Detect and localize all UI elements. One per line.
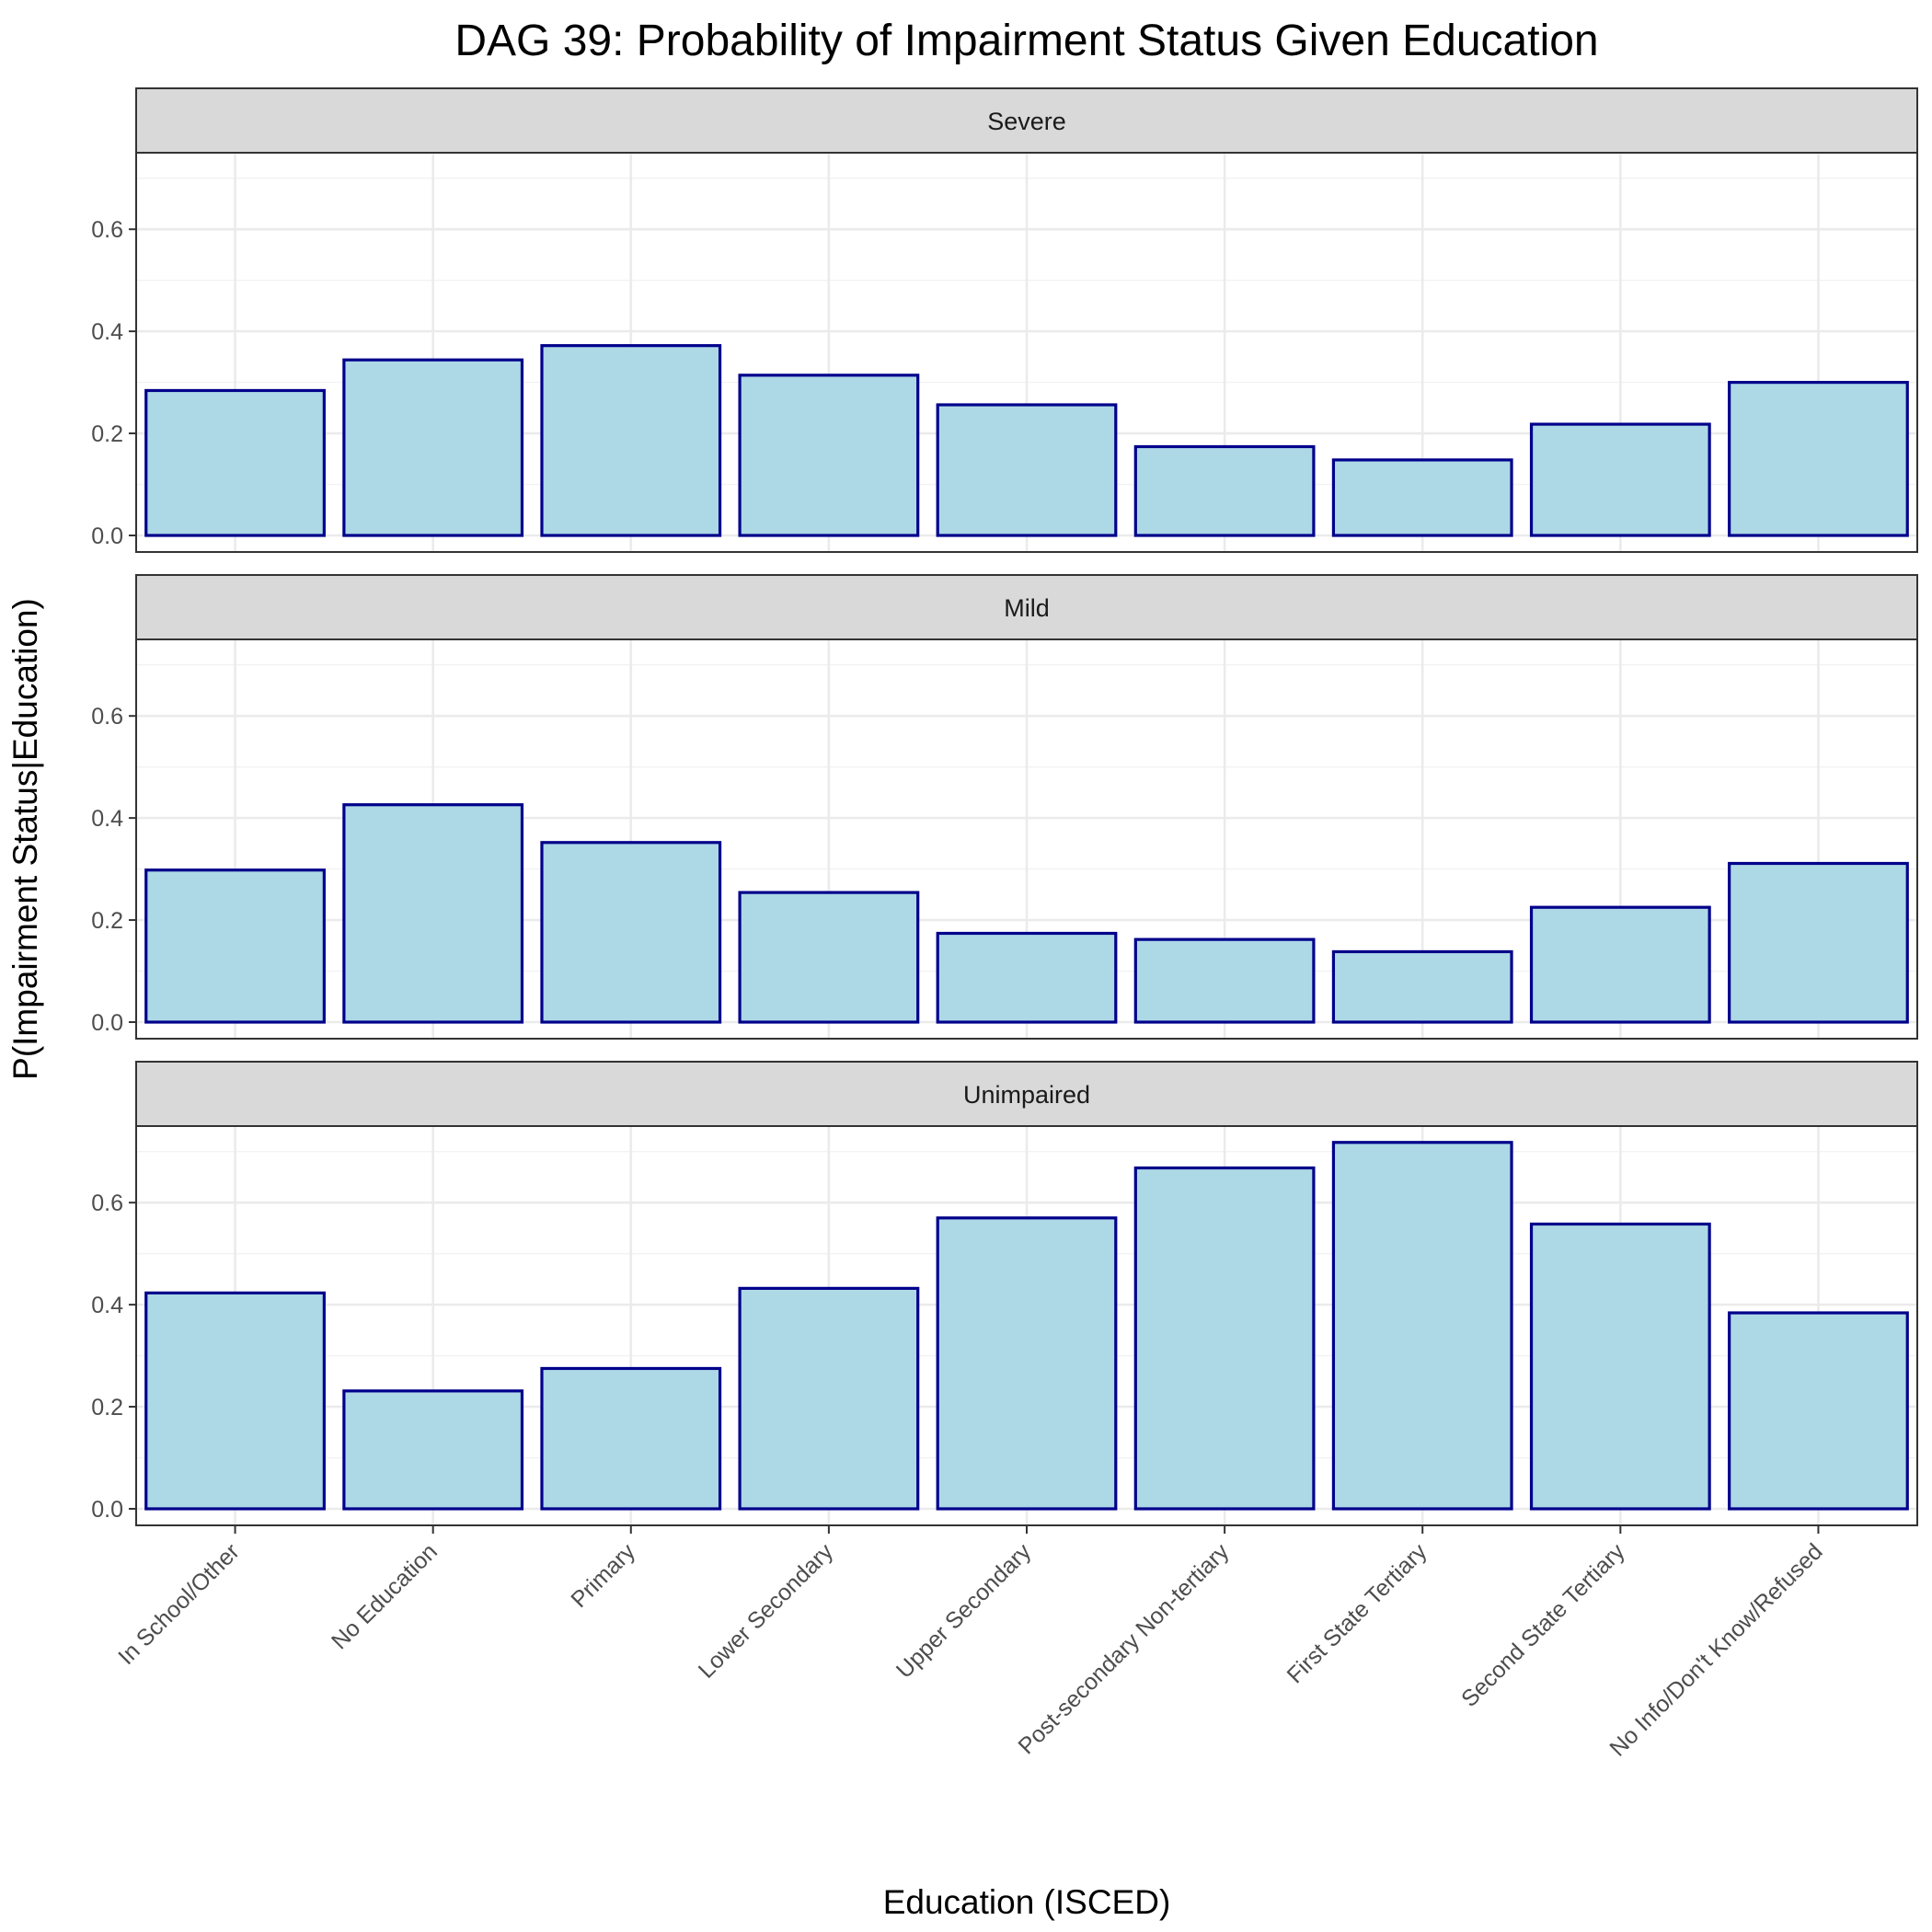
bar-severe-0	[144, 388, 326, 537]
x-tick-label: First State Tertiary	[1282, 1538, 1432, 1688]
y-tick-label: 0.2	[91, 908, 123, 934]
panel-severe: 0.0 0.2 0.4 0.6 Severe	[91, 87, 1918, 553]
bar-mild-8	[1728, 861, 1909, 1024]
panels-layer: 0.0 0.2 0.4 0.6 Severe 0.0 0.2 0.4 0.6 Mild 0.0 0.2…	[91, 87, 1918, 1526]
bar-severe-5	[1133, 444, 1316, 537]
y-tick-label: 0.0	[91, 523, 123, 549]
bar-unimpaired-4	[936, 1216, 1118, 1511]
x-tick-label: Second State Tertiary	[1456, 1538, 1630, 1712]
bar-severe-2	[540, 344, 722, 537]
bar-mild-0	[144, 868, 326, 1024]
x-tick-label: Post-secondary Non-tertiary	[1013, 1538, 1234, 1759]
y-tick-label: 0.0	[91, 1010, 123, 1036]
bar-unimpaired-8	[1728, 1311, 1909, 1511]
facet-strip-label: Severe	[987, 108, 1066, 135]
bar-severe-7	[1529, 422, 1711, 537]
y-tick-label: 0.6	[91, 1190, 123, 1216]
bar-mild-3	[738, 891, 920, 1024]
bar-unimpaired-1	[342, 1389, 524, 1511]
y-tick-label: 0.4	[91, 1293, 123, 1318]
bar-unimpaired-7	[1529, 1222, 1711, 1511]
bar-unimpaired-0	[144, 1291, 326, 1511]
facet-strip-label: Mild	[1004, 594, 1050, 622]
x-tick-label: No Info/Don't Know/Refused	[1604, 1538, 1827, 1761]
bar-severe-6	[1331, 458, 1513, 537]
bar-severe-4	[936, 403, 1118, 537]
bar-unimpaired-3	[738, 1286, 920, 1511]
x-tick-label: Primary	[566, 1538, 640, 1613]
facet-strip	[135, 574, 1918, 640]
bar-mild-6	[1331, 949, 1513, 1024]
y-tick-label: 0.4	[91, 806, 123, 832]
y-tick-label: 0.0	[91, 1497, 123, 1523]
y-tick-label: 0.6	[91, 704, 123, 730]
y-tick-label: 0.4	[91, 319, 123, 345]
x-tick-label: Lower Secondary	[694, 1538, 839, 1684]
chart-title: DAG 39: Probability of Impairment Status…	[454, 17, 1598, 65]
bar-mild-1	[342, 803, 524, 1024]
facet-strip	[135, 1061, 1918, 1127]
facet-strip	[135, 87, 1918, 154]
panel-mild: 0.0 0.2 0.4 0.6 Mild	[91, 574, 1918, 1040]
y-axis-title: P(Impairment Status|Education)	[6, 598, 44, 1080]
y-tick-label: 0.6	[91, 217, 123, 243]
bar-severe-3	[738, 374, 920, 537]
bar-mild-4	[936, 931, 1118, 1024]
bar-severe-1	[342, 358, 524, 537]
bar-unimpaired-6	[1331, 1141, 1513, 1511]
facet-strip-label: Unimpaired	[963, 1081, 1090, 1109]
x-tick-label: Upper Secondary	[891, 1538, 1037, 1684]
x-axis: In School/Other No Education Primary Lower …	[113, 1525, 1828, 1762]
bar-unimpaired-2	[540, 1366, 722, 1511]
bar-unimpaired-5	[1133, 1166, 1316, 1511]
bar-mild-2	[540, 841, 722, 1024]
x-tick-label: No Education	[327, 1538, 443, 1654]
bar-severe-8	[1728, 381, 1909, 537]
panel-unimpaired: 0.0 0.2 0.4 0.6 Unimpaired	[91, 1061, 1918, 1526]
bar-mild-7	[1529, 905, 1711, 1024]
bar-mild-5	[1133, 937, 1316, 1024]
x-axis-title: Education (ISCED)	[883, 1883, 1171, 1921]
y-tick-label: 0.2	[91, 421, 123, 447]
x-tick-label: In School/Other	[113, 1538, 245, 1670]
y-tick-label: 0.2	[91, 1395, 123, 1420]
